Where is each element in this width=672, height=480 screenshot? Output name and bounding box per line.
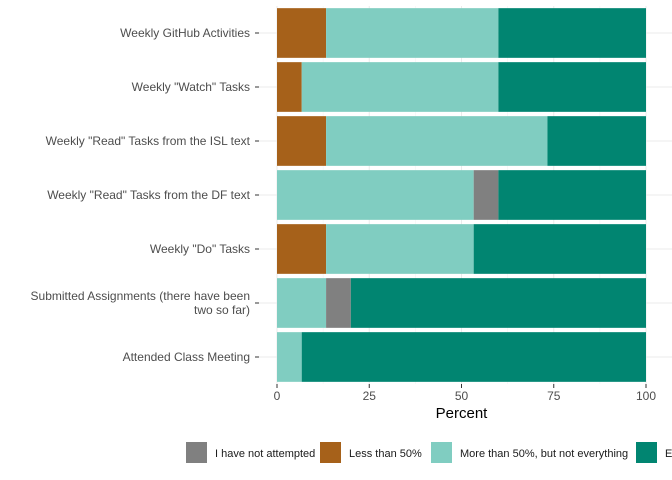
x-axis-title: Percent [436, 405, 489, 422]
category-label-5-line-1: two so far) [194, 303, 250, 317]
category-label-2: Weekly "Read" Tasks from the ISL text [46, 134, 251, 148]
category-labels: Weekly GitHub Activities Weekly "Watch" T… [31, 26, 259, 364]
x-tick-label-1: 25 [363, 389, 377, 403]
x-tick-label-2: 50 [455, 389, 469, 403]
category-label-4: Weekly "Do" Tasks [150, 242, 250, 256]
legend-key-1 [320, 442, 341, 463]
legend-key-0 [186, 442, 207, 463]
legend-key-2 [431, 442, 452, 463]
legend-label-0: I have not attempted [215, 448, 315, 460]
category-label-1: Weekly "Watch" Tasks [132, 80, 250, 94]
bar-4-series-0 [277, 224, 327, 274]
bars [277, 8, 646, 382]
bar-0-series-0 [277, 8, 327, 58]
bar-1-series-1 [301, 62, 499, 112]
bar-2-series-3 [547, 116, 646, 166]
bar-4-series-1 [326, 224, 474, 274]
bar-5-series-2 [326, 278, 351, 328]
category-label-5-line-0: Submitted Assignments (there have been [31, 289, 250, 303]
legend-label-3: Everything [665, 448, 672, 460]
legend: I have not attempted Less than 50% More th… [186, 442, 672, 463]
bar-0-series-1 [326, 8, 499, 58]
bar-5-series-3 [350, 278, 646, 328]
bar-3-series-2 [473, 170, 499, 220]
x-tick-label-0: 0 [274, 389, 281, 403]
x-tick-label-3: 75 [547, 389, 561, 403]
bar-1-series-3 [498, 62, 646, 112]
bar-0-series-3 [498, 8, 646, 58]
bar-1-series-0 [277, 62, 302, 112]
legend-key-3 [636, 442, 657, 463]
legend-label-1: Less than 50% [349, 448, 422, 460]
legend-label-2: More than 50%, but not everything [460, 448, 628, 460]
bar-5-series-1 [277, 278, 327, 328]
bar-3-series-3 [498, 170, 646, 220]
bar-6-series-3 [301, 332, 646, 382]
bar-3-series-1 [277, 170, 474, 220]
category-label-3: Weekly "Read" Tasks from the DF text [47, 188, 250, 202]
category-label-6: Attended Class Meeting [123, 350, 250, 364]
bar-6-series-1 [277, 332, 302, 382]
bar-2-series-0 [277, 116, 327, 166]
category-label-0: Weekly GitHub Activities [120, 26, 250, 40]
x-tick-label-4: 100 [636, 389, 656, 403]
bar-2-series-1 [326, 116, 548, 166]
x-axis-ticks: 0 25 50 75 100 [274, 384, 656, 403]
bar-4-series-3 [473, 224, 646, 274]
